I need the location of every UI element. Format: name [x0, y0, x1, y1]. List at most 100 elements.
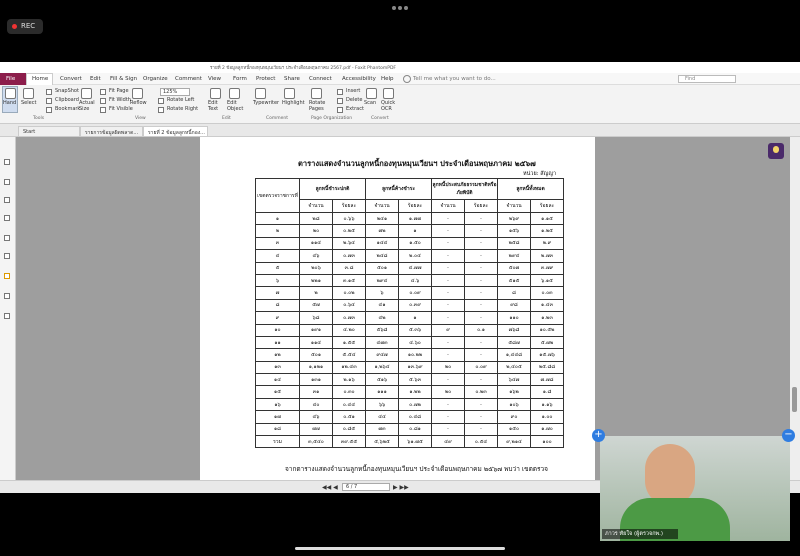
menu-item[interactable]: Connect — [309, 76, 332, 82]
menu-item[interactable]: Protect — [256, 76, 276, 82]
ribbon-button[interactable]: Reflow — [130, 100, 147, 106]
value-cell: ๑๙๑ — [299, 323, 333, 337]
menu-item[interactable]: Fill & Sign — [110, 76, 138, 82]
ribbon-group-label: Tools — [33, 116, 45, 121]
home-tab[interactable] — [26, 73, 53, 85]
value-cell: ๒.๗๓ — [530, 249, 565, 263]
zoom-box[interactable]: 125% — [160, 88, 190, 96]
value-cell: ๗๖๘ — [497, 323, 532, 337]
expand-button[interactable]: + — [592, 429, 605, 442]
ribbon-button[interactable]: Extract — [346, 106, 364, 112]
document-tab[interactable]: รายการข้อมูลผิดพลาด... — [80, 126, 143, 137]
menu-item[interactable]: Home — [32, 76, 49, 82]
value-cell: ๑.๒๒ — [398, 385, 433, 399]
value-cell: ๑.๗๗ — [398, 211, 433, 226]
assistant-icon[interactable] — [768, 143, 784, 159]
ribbon-button[interactable]: Edit Text — [208, 100, 219, 112]
value-cell: ๙๐ — [497, 410, 532, 424]
table-row: ๘๕๗ ๐.๖๔ ๔๑ ๐.๓๙- -๙๘ ๑.๔๓ — [255, 298, 565, 313]
header-percent: ร้อยละ — [464, 199, 499, 213]
ribbon-group-label: Convert — [371, 116, 389, 121]
value-cell: ๑.๑๖ — [530, 397, 565, 412]
value-cell: ๕.๖๓ — [398, 373, 433, 387]
ribbon-button[interactable]: Bookmark — [55, 106, 81, 112]
value-cell: ๙ — [431, 323, 466, 337]
header-percent: ร้อยละ — [398, 199, 433, 213]
value-cell: ๒๐ — [299, 224, 333, 238]
menu-item[interactable]: Edit — [90, 76, 101, 82]
ribbon-button[interactable]: Insert — [346, 88, 361, 94]
tell-me-icon — [403, 75, 411, 83]
value-cell: ๕๐๑ — [365, 261, 400, 275]
value-cell: - — [464, 410, 499, 424]
ribbon-icon — [46, 89, 52, 95]
ribbon-button[interactable]: Highlight — [282, 100, 305, 106]
page-box[interactable]: 6 / 7 — [342, 483, 390, 491]
ribbon-button[interactable]: Fit Width — [109, 97, 131, 103]
table-row: ๑๗ ๔๖ ๐.๕๑ ๔๔ ๐.๔๘- -๙๐ ๑.๐๐ — [255, 410, 565, 424]
ribbon-button[interactable]: Select — [21, 100, 37, 106]
value-cell: ๗๒ — [365, 224, 400, 238]
nav-prev[interactable]: ◀◀ ◀ — [322, 484, 338, 491]
ribbon-button[interactable]: Typewriter — [253, 100, 280, 106]
menu-item[interactable]: Convert — [60, 76, 82, 82]
ribbon-button[interactable]: Fit Visible — [109, 106, 133, 112]
ribbon-button[interactable]: Rotate Left — [167, 97, 195, 103]
ribbon-button[interactable]: Hand — [3, 100, 17, 106]
value-cell: - — [431, 273, 466, 288]
menu-item[interactable]: View — [208, 76, 222, 82]
menu-item[interactable]: Accessibility — [342, 76, 376, 82]
value-cell: ๐.๔๔ — [331, 397, 367, 412]
value-cell: ๑.๔๓ — [530, 298, 565, 313]
value-cell: ๑๐.๕๒ — [530, 323, 565, 337]
value-cell: ๗๓ — [365, 422, 400, 437]
table-row: ๑๘ ๗๗ ๐.๘๕ ๗๓ ๐.๘๑- -๑๕๐ ๑.๗๐ — [255, 422, 565, 437]
table-row: ๖๒๒๑ ๓.๑๕ ๒๙๔ ๔.๖- -๕๑๕ ๖.๑๕ — [255, 273, 565, 288]
value-cell: ๔๔ — [365, 410, 400, 424]
find-box[interactable]: Find — [678, 75, 736, 83]
menu-item[interactable]: Comment — [175, 76, 202, 82]
value-cell: ๑๑๑ — [365, 385, 400, 399]
ribbon-icon — [46, 107, 52, 113]
file-tab[interactable] — [0, 73, 26, 85]
value-cell: ๑๔๔ — [365, 236, 400, 251]
ribbon-button[interactable]: Fit Page — [109, 88, 129, 94]
face — [645, 444, 695, 506]
collapse-button[interactable]: − — [782, 429, 795, 442]
ribbon-button[interactable]: Rotate Pages — [309, 100, 326, 112]
value-cell: ๑๒.๔๓ — [331, 360, 367, 375]
value-cell: ๑๑๐ — [497, 311, 532, 325]
menu-item[interactable]: File — [6, 76, 16, 82]
ribbon-button[interactable]: Clipboard — [55, 97, 79, 103]
document-tab[interactable]: รายที่ 2 ข้อมูลลูกหนี้กอง... — [143, 126, 208, 137]
value-cell: ๑.๕๐ — [398, 236, 433, 251]
value-cell: - — [464, 373, 499, 387]
document-tab[interactable]: Start — [18, 126, 80, 137]
header-count: จำนวน — [497, 199, 532, 213]
value-cell: ๒.๖๔ — [331, 236, 367, 251]
ribbon-button[interactable]: Edit Object — [227, 100, 244, 112]
ribbon-icon — [100, 98, 106, 104]
scrollbar[interactable] — [790, 137, 800, 480]
ribbon-button[interactable]: SnapShot — [55, 88, 79, 94]
value-cell: - — [464, 273, 499, 288]
menu-item[interactable]: Organize — [143, 76, 168, 82]
value-cell: ๐.๕๑ — [331, 410, 367, 424]
nav-next[interactable]: ▶ ▶▶ — [393, 484, 409, 491]
menu-item[interactable]: Share — [284, 76, 300, 82]
ribbon-button[interactable]: Actual Size — [79, 100, 95, 112]
ribbon-button[interactable]: Rotate Right — [167, 106, 199, 112]
table-row: ๑๓ ๑,๑๒๑ ๑๒.๔๓ ๑,๒๖๔ ๑๓.๖๙ ๒๐ ๐.๐๙ ๒,๔๐๕ ๒๕.๘๘ — [255, 360, 565, 375]
value-cell: ๓๙.๕๕ — [331, 435, 367, 449]
region-cell: ๑๖ — [255, 397, 300, 412]
rec-badge[interactable]: REC — [7, 19, 43, 34]
tell-me[interactable]: Tell me what you want to do... — [413, 76, 496, 82]
menu-item[interactable]: Form — [233, 76, 247, 82]
header-group: ลูกหนี้ค้างชำระ — [365, 178, 433, 200]
value-cell: ๓,๕๔๐ — [299, 435, 333, 449]
ribbon-button[interactable]: Delete — [346, 97, 363, 103]
value-cell: ๔.๖๐ — [398, 335, 433, 350]
menu-item[interactable]: Help — [381, 76, 394, 82]
ribbon-button[interactable]: Scan — [364, 100, 377, 106]
ribbon-button[interactable]: Quick OCR — [381, 100, 396, 112]
